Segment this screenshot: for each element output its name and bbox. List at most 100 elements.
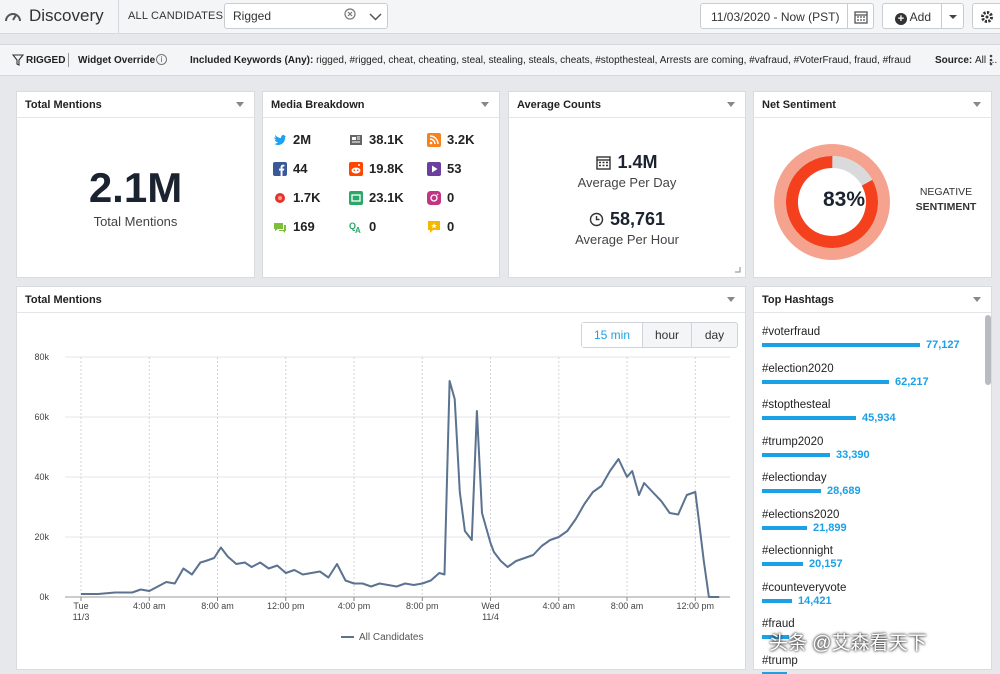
hashtag-label[interactable]: #trump — [762, 654, 798, 667]
x-tick-label: 4:00 am — [543, 601, 576, 611]
hashtag-bar[interactable] — [762, 671, 787, 674]
panel-menu-caret-icon[interactable] — [973, 102, 981, 107]
media-value: 2M — [293, 132, 312, 147]
source-label: Source: — [935, 55, 973, 66]
info-icon[interactable]: i — [156, 54, 167, 65]
hashtag-count: 62,217 — [895, 375, 929, 388]
sentiment-percent: 83% — [822, 188, 866, 211]
hashtag-bar[interactable] — [762, 635, 789, 639]
hashtag-label[interactable]: #electionnight — [762, 545, 833, 557]
total-mentions-label: Total Mentions — [93, 214, 178, 229]
funnel-icon — [12, 54, 24, 66]
calendar-icon — [596, 156, 612, 170]
filter-bar: RIGGED Widget Override i Included Keywor… — [0, 44, 1000, 76]
hashtag-bar[interactable] — [762, 489, 821, 493]
hashtag-count: 14,421 — [798, 594, 832, 607]
sentiment-label-line1: NEGATIVE — [919, 186, 973, 198]
hashtag-label[interactable]: #electionday — [762, 472, 827, 484]
per-hour-number: 58,761 — [609, 209, 666, 229]
x-tick-label: 12:00 pm — [677, 601, 715, 611]
calendar-icon — [854, 11, 868, 24]
media-value: 0 — [447, 190, 455, 205]
panel-menu-caret-icon[interactable] — [727, 102, 735, 107]
hashtags-scrollbar[interactable] — [985, 315, 991, 385]
hashtag-bar[interactable] — [762, 525, 807, 530]
add-label: Add — [909, 10, 932, 24]
resize-handle-icon[interactable] — [734, 266, 741, 273]
search-input[interactable]: Rigged — [224, 3, 364, 29]
tv-icon — [349, 191, 363, 205]
plus-icon: + — [895, 13, 907, 25]
twitter-icon — [274, 135, 286, 145]
included-keywords: Included Keywords (Any): rigged, #rigged… — [190, 55, 911, 66]
media-value: 0 — [447, 219, 455, 234]
hashtag-label[interactable]: #elections2020 — [762, 508, 840, 521]
panel-menu-caret-icon[interactable] — [481, 102, 489, 107]
interval-day-button[interactable]: day — [691, 323, 737, 347]
hashtag-bar[interactable] — [762, 562, 803, 566]
panel-menu-caret-icon[interactable] — [973, 297, 981, 302]
media-value: 1.7K — [293, 190, 321, 205]
keywords-list: rigged, #rigged, cheat, cheating, steal,… — [316, 55, 911, 66]
panel-header: Top Hashtags — [754, 287, 991, 313]
clear-icon[interactable] — [344, 8, 356, 20]
keywords-label: Included Keywords (Any): — [190, 55, 314, 66]
sentiment-label-line2: SENTIMENT — [915, 201, 977, 213]
interval-toggle: 15 min hour day — [581, 322, 738, 348]
hashtag-bar[interactable] — [762, 379, 889, 384]
add-dropdown-button[interactable] — [942, 3, 964, 29]
interval-hour-button[interactable]: hour — [642, 323, 691, 347]
per-day-number: 1.4M — [617, 152, 658, 172]
hashtag-label[interactable]: #stopthesteal — [762, 399, 831, 411]
hashtag-label[interactable]: #voterfraud — [762, 326, 821, 338]
news-icon — [350, 135, 362, 145]
hashtag-label[interactable]: #trump2020 — [762, 435, 824, 448]
y-tick-label: 60k — [34, 412, 49, 422]
hashtag-bar[interactable] — [762, 452, 830, 457]
x-tick-label: 8:00 pm — [406, 601, 439, 611]
media-value: 38.1K — [369, 132, 404, 147]
hashtag-count: 28,689 — [827, 485, 861, 497]
media-value: 23.1K — [369, 190, 404, 205]
chevron-down-icon — [369, 13, 382, 21]
svg-text:A: A — [355, 226, 361, 234]
settings-button[interactable] — [972, 3, 1000, 29]
calendar-button[interactable] — [848, 3, 874, 29]
date-range-picker[interactable]: 11/03/2020 - Now (PST) — [700, 3, 848, 29]
hashtag-label[interactable]: #counteveryvote — [762, 581, 847, 594]
x-tick-label: 11/4 — [482, 612, 499, 622]
add-button[interactable]: + Add — [882, 3, 942, 29]
hashtag-bar[interactable] — [762, 343, 920, 347]
interval-15min-button[interactable]: 15 min — [582, 323, 642, 347]
search-value: Rigged — [233, 9, 272, 23]
more-vertical-icon[interactable] — [985, 53, 997, 67]
x-tick-label: 8:00 am — [201, 601, 234, 611]
hashtag-count: 33,390 — [836, 448, 870, 461]
filter-tag: RIGGED — [26, 55, 66, 66]
x-tick-label: Wed — [481, 601, 499, 611]
panel-menu-caret-icon[interactable] — [727, 297, 735, 302]
search-dropdown-button[interactable] — [363, 3, 388, 29]
panel-title: Total Mentions — [25, 294, 102, 306]
x-tick-label: 8:00 am — [611, 601, 644, 611]
y-tick-label: 80k — [34, 352, 49, 362]
panel-menu-caret-icon[interactable] — [236, 102, 244, 107]
y-tick-label: 40k — [34, 472, 49, 482]
hashtag-label[interactable]: #fraud — [762, 618, 795, 630]
x-tick-label: 4:00 am — [133, 601, 166, 611]
hashtag-bar[interactable] — [762, 598, 792, 603]
y-tick-label: 0k — [39, 592, 49, 602]
rss-icon — [427, 133, 441, 147]
media-value: 44 — [293, 161, 308, 176]
facebook-icon — [273, 162, 287, 176]
forum-icon — [274, 223, 286, 233]
hashtag-bar[interactable] — [762, 416, 856, 420]
candidates-selector[interactable]: ALL CANDIDATES — [128, 10, 224, 22]
average-per-hour-value: 58,761 — [509, 209, 745, 230]
panel-header: Average Counts — [509, 92, 745, 118]
hashtag-label[interactable]: #election2020 — [762, 362, 834, 375]
media-value: 0 — [369, 219, 377, 234]
panel-header: Media Breakdown — [263, 92, 499, 118]
media-value: 3.2K — [447, 132, 475, 147]
